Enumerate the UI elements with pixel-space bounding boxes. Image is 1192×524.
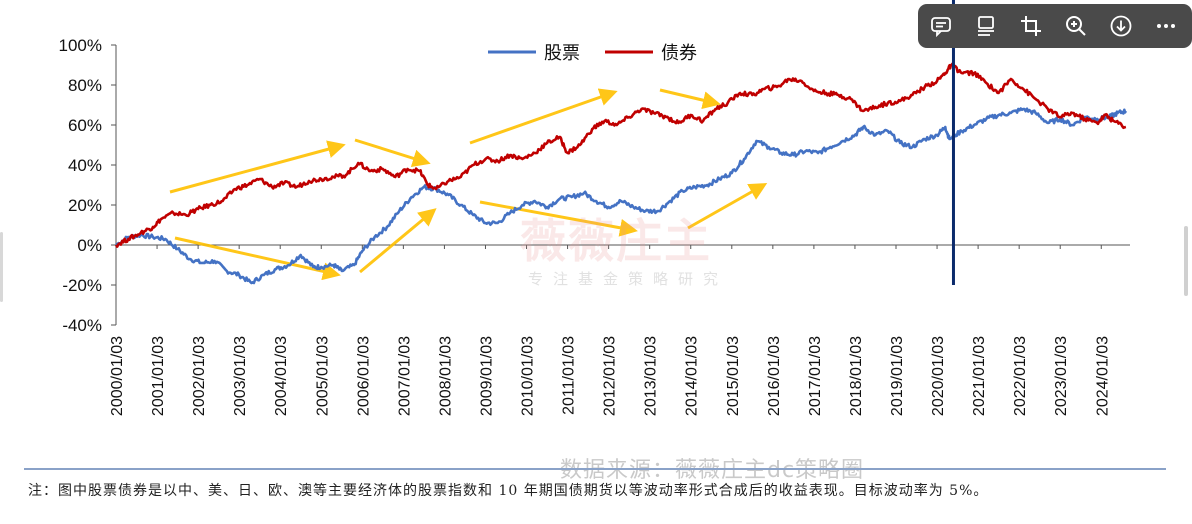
x-tick-label: 2016/01/03 [766,336,783,416]
x-tick-label: 2021/01/03 [971,336,988,416]
x-tick-label: 2006/01/03 [355,336,372,416]
text-icon [977,16,994,36]
watermark-subtitle: 专注基金策略研究 [528,270,729,288]
text-extract-button[interactable] [963,4,1008,48]
x-tick-label: 2022/01/03 [1012,336,1029,416]
x-tick-label: 2010/01/03 [520,336,537,416]
comment-icon [930,17,951,38]
annotation-arrow [479,200,638,237]
download-button[interactable] [1098,4,1143,48]
x-tick-label: 2011/01/03 [561,336,578,415]
chart: 100% 80% 60% 40% 20% 0% -20% -40% 2000/01/03 2001… [59,0,1130,416]
y-tick-label: 60% [68,116,102,135]
x-tick-label: 2014/01/03 [684,336,701,416]
x-tick-label: 2001/01/03 [150,336,167,416]
crop-icon [1020,16,1041,36]
comment-button[interactable] [918,4,963,48]
legend-label: 债券 [661,43,697,64]
x-tick-label: 2008/01/03 [437,336,454,416]
chart-footnote: 注：图中股票债券是以中、美、日、欧、澳等主要经济体的股票指数和 10 年期国债期… [28,483,989,499]
left-scroll-handle[interactable] [0,232,3,302]
annotation-arrow [659,88,721,109]
x-tick-label: 2002/01/03 [191,336,208,416]
x-tick-label: 2019/01/03 [889,336,906,416]
crop-button[interactable] [1008,4,1053,48]
annotation-arrow [354,138,431,167]
legend-label: 股票 [544,43,580,64]
y-tick-label: 100% [59,36,102,55]
y-tick-label: -40% [62,316,102,335]
y-tick-label: 20% [68,196,102,215]
annotation-arrow [169,140,346,194]
x-tick-label: 2007/01/03 [396,336,413,416]
zoom-in-button[interactable] [1053,4,1098,48]
x-tick-label: 2018/01/03 [848,336,865,416]
more-button[interactable] [1143,4,1188,48]
image-toolbar [918,4,1192,48]
download-icon [1110,15,1131,37]
y-tick-label: 80% [68,76,102,95]
y-tick-label: 0% [77,236,102,255]
more-icon [1156,24,1175,28]
x-tick-label: 2012/01/03 [602,336,619,416]
annotation-arrow [687,183,768,230]
series-line-bonds [114,62,1127,248]
x-tick-label: 2005/01/03 [314,336,331,416]
x-tick-label: 2009/01/03 [478,336,495,416]
y-tick-label: -20% [62,276,102,295]
annotation-arrow [469,88,618,145]
x-tick-label: 2017/01/03 [807,336,824,416]
note-divider [24,468,1166,470]
x-tick-label: 2024/01/03 [1094,336,1111,416]
data-source-label: 数据来源：薇薇庄主dc策略圈 [560,458,865,483]
watermark-logo-text: 薇薇庄主 [520,214,712,268]
series-line-stocks [115,107,1128,285]
x-tick-label: 2013/01/03 [643,336,660,416]
annotation-arrow [359,208,437,274]
x-tick-label: 2003/01/03 [232,336,249,416]
annotation-arrow [174,236,341,281]
x-tick-label: 2000/01/03 [109,336,126,416]
right-scroll-handle[interactable] [1184,226,1188,296]
x-tick-label: 2015/01/03 [725,336,742,416]
y-tick-label: 40% [68,156,102,175]
x-tick-label: 2004/01/03 [273,336,290,416]
zoom-in-icon [1065,16,1086,36]
x-tick-label: 2023/01/03 [1053,336,1070,416]
x-tick-label: 2020/01/03 [930,336,947,416]
